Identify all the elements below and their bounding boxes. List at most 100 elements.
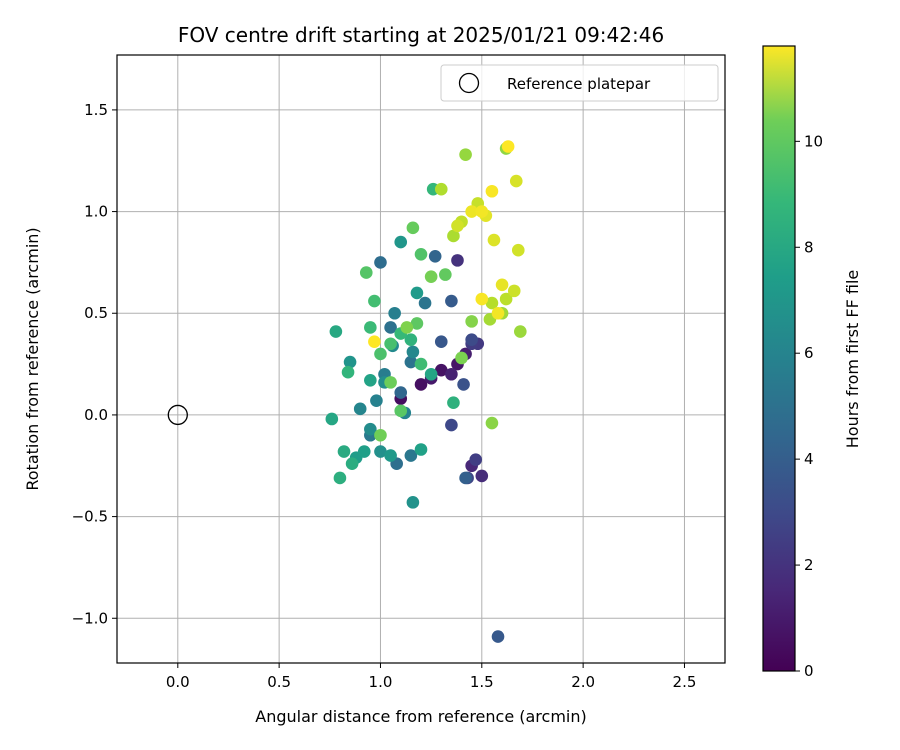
scatter-point bbox=[445, 418, 458, 432]
y-tick-label: 1.5 bbox=[84, 101, 108, 119]
scatter-point bbox=[445, 294, 458, 308]
scatter-point bbox=[384, 337, 397, 351]
data-points bbox=[325, 140, 527, 643]
scatter-point bbox=[475, 205, 489, 218]
colorbar-tick-label: 2 bbox=[804, 556, 814, 574]
y-tick-label: 0.0 bbox=[84, 406, 108, 424]
scatter-point bbox=[384, 321, 397, 334]
y-tick-label: 0.5 bbox=[84, 304, 108, 322]
scatter-point bbox=[465, 315, 478, 328]
scatter-point bbox=[465, 333, 478, 346]
scatter-point bbox=[451, 254, 464, 267]
scatter-point bbox=[345, 457, 359, 471]
scatter-point bbox=[445, 367, 458, 381]
colorbar-tick-label: 6 bbox=[804, 344, 814, 362]
x-axis-ticks: 0.0 0.5 1.0 1.5 2.0 2.5 bbox=[166, 663, 697, 691]
colorbar-tick-label: 0 bbox=[804, 662, 814, 680]
x-tick-label: 1.5 bbox=[470, 673, 494, 691]
x-tick-label: 0.5 bbox=[267, 673, 291, 691]
scatter-point bbox=[410, 317, 424, 330]
colorbar-gradient bbox=[762, 45, 796, 672]
scatter-point bbox=[374, 256, 387, 269]
scatter-point bbox=[404, 449, 418, 462]
colorbar-label: Hours from first FF file bbox=[843, 270, 862, 449]
colorbar-ticks: 0 2 4 6 8 10 bbox=[795, 132, 823, 680]
scatter-point bbox=[384, 449, 397, 462]
legend: Reference platepar bbox=[440, 64, 719, 102]
scatter-point bbox=[507, 284, 521, 298]
scatter-point bbox=[511, 243, 525, 257]
scatter-point bbox=[406, 221, 420, 235]
y-axis-ticks: −1.0 −0.5 0.0 0.5 1.0 1.5 bbox=[72, 101, 117, 627]
scatter-point bbox=[341, 365, 355, 379]
scatter-point bbox=[370, 394, 383, 407]
scatter-point bbox=[406, 345, 420, 359]
scatter-point bbox=[514, 325, 527, 338]
scatter-point bbox=[465, 205, 478, 218]
scatter-point bbox=[424, 367, 438, 381]
scatter-point bbox=[353, 402, 367, 416]
legend-box bbox=[440, 64, 719, 102]
scatter-point bbox=[368, 335, 381, 349]
scatter-point bbox=[428, 250, 442, 263]
plot-frame bbox=[116, 54, 726, 664]
y-tick-label: −0.5 bbox=[72, 508, 108, 526]
colorbar-tick-label: 8 bbox=[804, 238, 814, 256]
scatter-point bbox=[469, 453, 483, 466]
scatter-point bbox=[459, 148, 472, 161]
reference-point bbox=[167, 404, 188, 426]
scatter-point bbox=[404, 355, 418, 369]
y-tick-label: −1.0 bbox=[72, 609, 108, 627]
scatter-point bbox=[329, 325, 343, 338]
scatter-point bbox=[491, 306, 505, 320]
scatter-point bbox=[499, 292, 513, 306]
scatter-point bbox=[374, 347, 387, 361]
scatter-point bbox=[485, 184, 499, 198]
scatter-point bbox=[325, 412, 339, 426]
scatter-point bbox=[491, 630, 505, 643]
scatter-point bbox=[394, 386, 408, 399]
scatter-point bbox=[434, 335, 448, 349]
scatter-point bbox=[410, 286, 424, 300]
scatter-point bbox=[501, 140, 515, 153]
scatter-point bbox=[509, 174, 523, 188]
scatter-point bbox=[394, 235, 408, 249]
scatter-point bbox=[364, 374, 377, 387]
scatter-point bbox=[447, 229, 460, 243]
scatter-point bbox=[406, 496, 420, 509]
scatter-point bbox=[404, 333, 418, 346]
scatter-point bbox=[374, 445, 387, 458]
scatter-point bbox=[359, 266, 373, 279]
scatter-point bbox=[487, 233, 501, 247]
legend-marker bbox=[458, 72, 480, 94]
scatter-point bbox=[459, 471, 472, 485]
y-axis-label: Rotation from reference (arcmin) bbox=[23, 227, 42, 490]
scatter-point bbox=[337, 445, 351, 458]
scatter-point bbox=[439, 268, 452, 281]
scatter-point bbox=[368, 294, 381, 308]
scatter-point bbox=[400, 321, 414, 334]
scatter-point bbox=[414, 357, 428, 371]
scatter-point bbox=[333, 471, 347, 485]
legend-entry: Reference platepar bbox=[507, 75, 651, 93]
scatter-point bbox=[424, 270, 438, 283]
scatter-point bbox=[418, 296, 432, 310]
scatter-point bbox=[434, 363, 448, 377]
scatter-point bbox=[374, 428, 387, 442]
scatter-point bbox=[414, 443, 428, 456]
colorbar: 0 2 4 6 8 10 Hours from first FF file bbox=[762, 45, 862, 680]
x-axis-label: Angular distance from reference (arcmin) bbox=[255, 707, 586, 726]
scatter-point bbox=[414, 378, 428, 391]
x-tick-label: 2.0 bbox=[571, 673, 595, 691]
scatter-point bbox=[475, 292, 489, 306]
scatter-point bbox=[414, 247, 428, 261]
scatter-point bbox=[357, 445, 371, 458]
scatter-point bbox=[485, 296, 499, 310]
scatter-point bbox=[457, 378, 470, 391]
scatter-point bbox=[388, 306, 401, 320]
x-tick-label: 0.0 bbox=[166, 673, 190, 691]
scatter-point bbox=[495, 278, 509, 292]
chart-title: FOV centre drift starting at 2025/01/21 … bbox=[178, 23, 664, 47]
x-tick-label: 2.5 bbox=[673, 673, 697, 691]
